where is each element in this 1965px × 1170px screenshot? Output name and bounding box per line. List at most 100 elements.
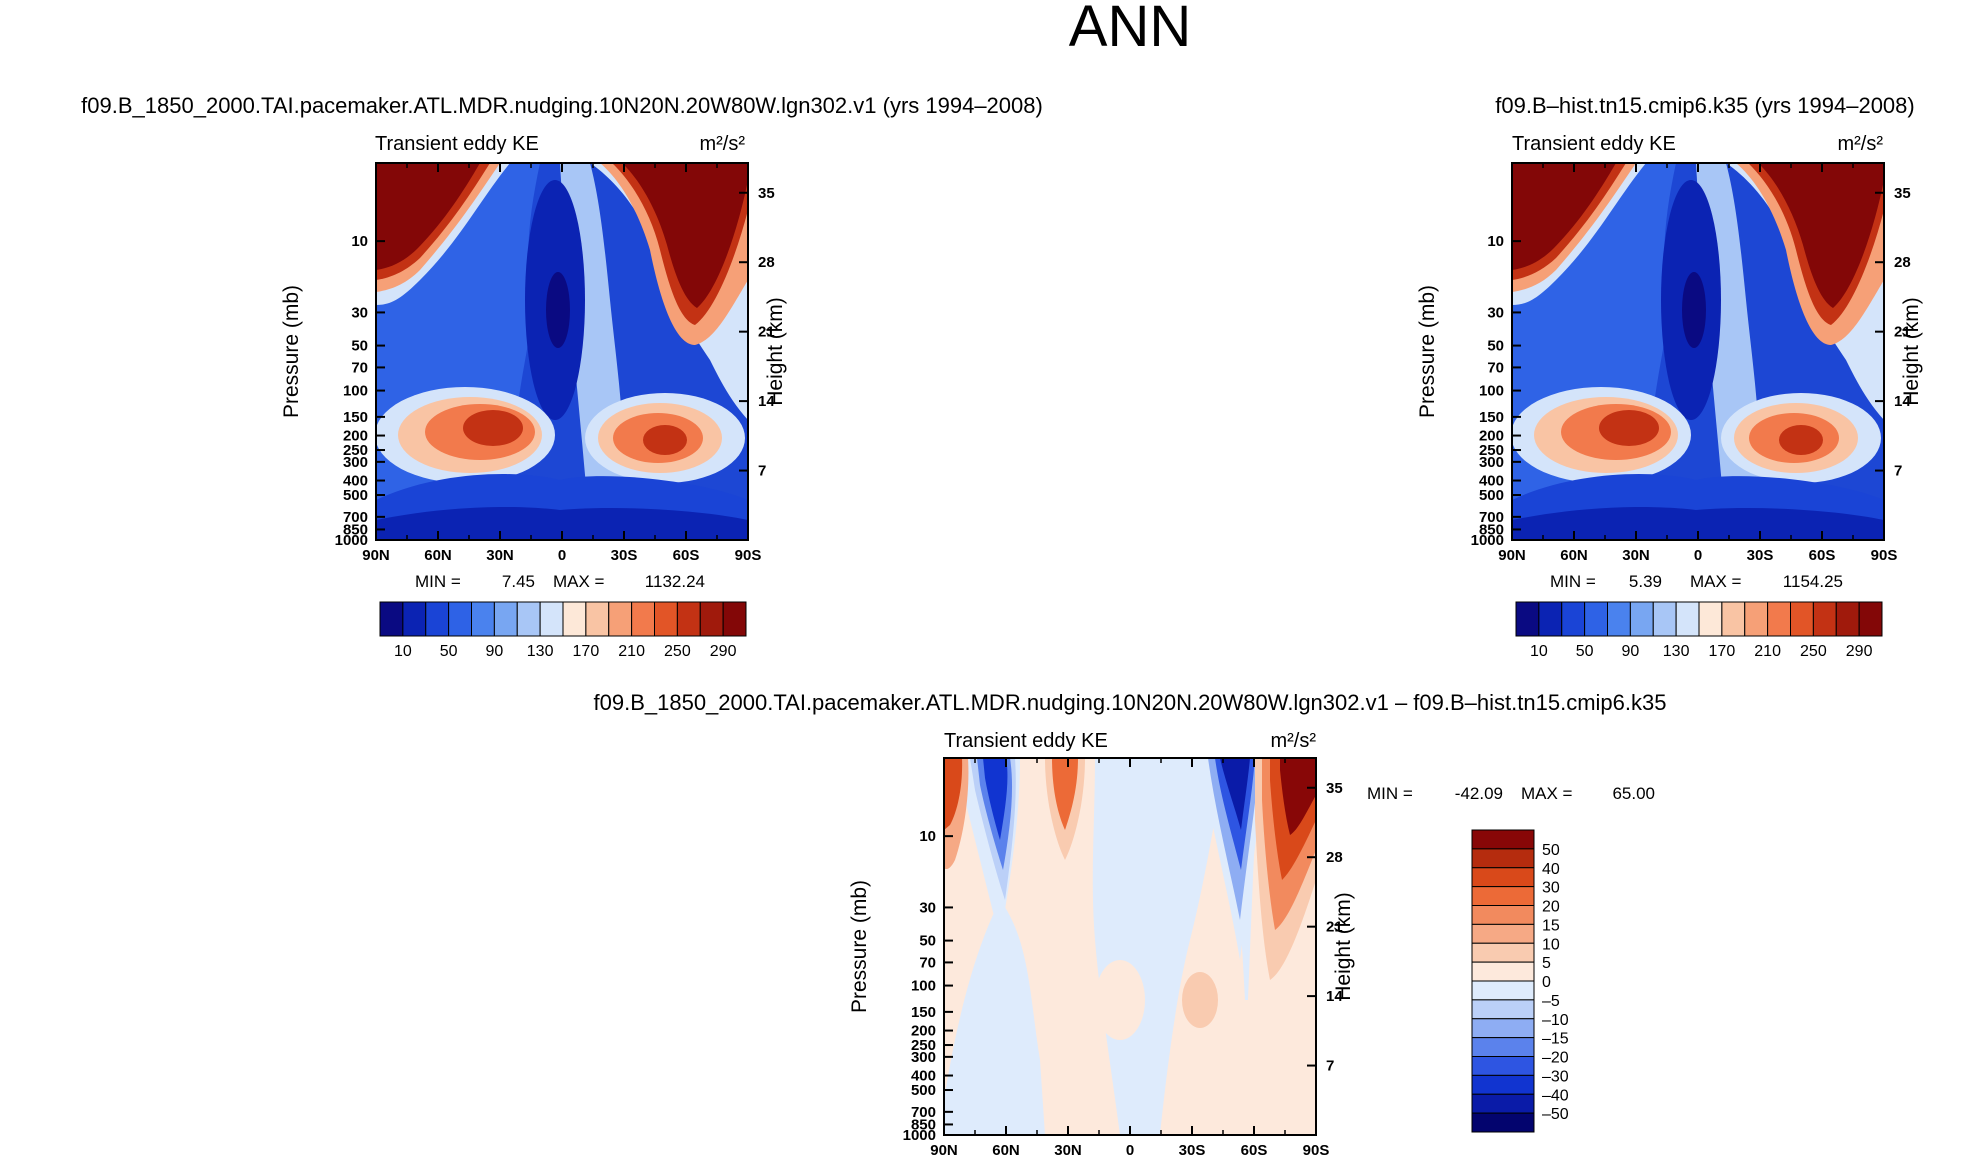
panel-case-colorbar: 10 50 90 130 170 210 250 290 [379, 601, 747, 660]
y-axis-title: Pressure (mb) [1416, 285, 1439, 418]
panel-control-min-value: 5.39 [1629, 572, 1662, 591]
y-tick-label: 10 [1487, 233, 1504, 250]
colorbar-swatch [1471, 905, 1535, 925]
panel-control-field-band [1758, 163, 1884, 308]
colorbar-swatch [699, 601, 724, 637]
panel-difference-field-band [1092, 758, 1225, 1135]
colorbar-swatch [1698, 601, 1723, 637]
panel-case-min-label: MIN = [415, 572, 461, 591]
y2-tick-label: 35 [1326, 780, 1343, 797]
colorbar-swatch [676, 601, 701, 637]
x-tick-label: 30N [1622, 547, 1650, 564]
colorbar-swatch [1584, 601, 1608, 637]
y2-tick-label: 14 [1326, 988, 1343, 1005]
colorbar-label: 50 [1576, 643, 1594, 660]
colorbar-swatch [585, 601, 610, 637]
y-tick-label: 70 [351, 359, 368, 376]
colorbar-swatch [1629, 601, 1654, 637]
panel-case-min-value: 7.45 [502, 572, 535, 591]
panel-control-max-label: MAX = [1690, 572, 1742, 591]
y2-tick-label: 21 [1326, 919, 1343, 936]
panel-case-max-value: 1132.24 [645, 572, 705, 591]
x-tick-label: 90N [362, 547, 390, 564]
y2-axis-title: Height (km) [1900, 297, 1923, 406]
colorbar-swatch [1607, 601, 1631, 637]
colorbar-swatch [1835, 601, 1860, 637]
y2-tick-label: 7 [1326, 1058, 1334, 1075]
x-tick-label: 0 [1126, 1142, 1134, 1159]
colorbar-label: 170 [1709, 643, 1736, 660]
y2-tick-label: 21 [758, 324, 775, 341]
panel-difference-plot [943, 757, 1317, 1136]
panel-case-field-band [643, 425, 687, 455]
colorbar-label: 10 [394, 643, 412, 660]
panel-difference-units: m²/s² [1270, 730, 1316, 752]
y2-axis-title: Height (km) [764, 297, 787, 406]
y-tick-label: 200 [1479, 428, 1504, 445]
y-tick-label: 300 [343, 454, 368, 471]
panel-difference-min-label: MIN = [1367, 784, 1413, 803]
y-tick-label: 500 [911, 1082, 936, 1099]
colorbar-swatch [1471, 980, 1535, 1001]
y-tick-label: 500 [1479, 487, 1504, 504]
colorbar-swatch [425, 601, 450, 637]
colorbar-swatch [516, 601, 541, 637]
panel-difference: f09.B_1850_2000.TAI.pacemaker.ATL.MDR.nu… [594, 690, 1667, 1159]
colorbar-swatch [1471, 923, 1535, 944]
y-tick-label: 100 [1479, 383, 1504, 400]
colorbar-swatch [1471, 867, 1535, 888]
colorbar-swatch [1471, 1018, 1535, 1039]
panel-control-field-band [1599, 410, 1659, 446]
colorbar-swatch [1471, 848, 1535, 869]
y-tick-label: 30 [351, 304, 368, 321]
colorbar-label: 250 [664, 643, 691, 660]
y2-tick-label: 35 [1894, 185, 1911, 202]
y2-axis-title: Height (km) [1332, 892, 1355, 1001]
x-tick-label: 90S [1871, 547, 1898, 564]
y-axis-title: Pressure (mb) [848, 880, 871, 1013]
y-tick-label: 700 [911, 1104, 936, 1121]
panel-case-field-band [546, 272, 570, 348]
y-tick-label: 50 [1487, 338, 1504, 355]
colorbar-label: 130 [1663, 643, 1690, 660]
colorbar-swatch [1812, 601, 1837, 637]
colorbar-swatch [1790, 601, 1814, 637]
figure-suptitle: ANN [1069, 0, 1191, 59]
panel-difference-left-label: Transient eddy KE [944, 730, 1108, 752]
y-tick-label: 850 [911, 1116, 936, 1133]
colorbar-label: 50 [440, 643, 458, 660]
colorbar-label: 290 [710, 643, 737, 660]
panel-difference-field-band [944, 900, 1045, 1135]
y-tick-label: 1000 [903, 1127, 936, 1144]
colorbar-swatch [448, 601, 472, 637]
colorbar-swatch [1471, 1093, 1535, 1114]
x-tick-label: 60N [424, 547, 452, 564]
colorbar-label: 30 [1542, 880, 1560, 897]
colorbar-label: –5 [1542, 993, 1560, 1010]
colorbar-label: –50 [1542, 1106, 1569, 1123]
panel-difference-field-band [1220, 758, 1250, 830]
panel-control-plot [1511, 162, 1885, 541]
x-tick-label: 30S [1179, 1142, 1206, 1159]
x-tick-label: 30N [486, 547, 514, 564]
colorbar-swatch [1721, 601, 1746, 637]
panel-difference-title: f09.B_1850_2000.TAI.pacemaker.ATL.MDR.nu… [594, 690, 1667, 715]
x-tick-label: 90N [930, 1142, 958, 1159]
colorbar-swatch [1561, 601, 1586, 637]
colorbar-swatch [1471, 1056, 1535, 1076]
colorbar-label: 20 [1542, 899, 1560, 916]
colorbar-swatch [1675, 601, 1700, 637]
panel-case-plot [375, 162, 749, 541]
panel-difference-field-band [1052, 758, 1078, 830]
y-tick-label: 10 [919, 828, 936, 845]
colorbar-swatch [1515, 601, 1540, 637]
panel-case-max-label: MAX = [553, 572, 605, 591]
y-tick-label: 10 [351, 233, 368, 250]
y-tick-label: 200 [911, 1023, 936, 1040]
y-axis-title: Pressure (mb) [280, 285, 303, 418]
y-tick-label: 150 [911, 1004, 936, 1021]
colorbar-swatch [654, 601, 678, 637]
x-tick-label: 0 [558, 547, 566, 564]
x-tick-label: 60S [673, 547, 700, 564]
